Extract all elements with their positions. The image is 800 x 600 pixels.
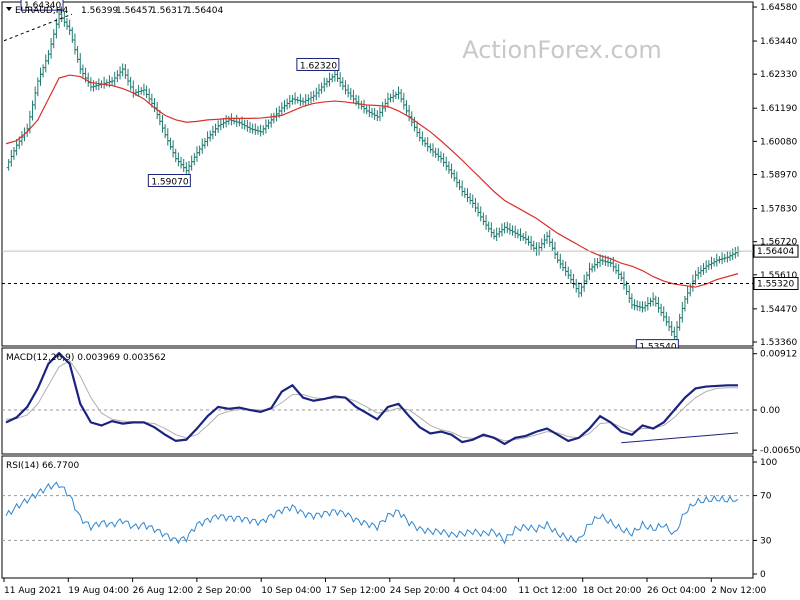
time-axis: 11 Aug 2021 19 Aug 04:00 26 Aug 12:00 2 Sep… (3, 578, 767, 596)
support-level-box (753, 276, 799, 290)
price-y-axis: 1.64580 1.63440 1.62330 1.61190 1.60080 1.589… (753, 3, 797, 348)
rsi-y-axis: 100 70 30 0 (753, 458, 777, 580)
price-y-tick-label: 1.60080 (760, 137, 797, 147)
price-panel-frame (1, 1, 754, 347)
price-y-tick-label: 1.57830 (760, 205, 797, 215)
macd-main-line (5, 351, 738, 446)
price-annotation-box (296, 57, 340, 71)
x-axis-tick-label: 17 Sep 12:00 (326, 586, 386, 596)
price-annotation-label: 1.64340 (24, 1, 61, 11)
rsi-lines (5, 481, 739, 545)
price-annotation-box (20, 0, 64, 11)
chart-header: EURAUD,H4 1.56399 1.56457 1.56317 1.5640… (6, 6, 223, 16)
price-annotation-label: 1.62320 (300, 61, 337, 71)
price-y-tick-label: 1.61190 (760, 104, 797, 114)
rsi-line (5, 481, 739, 545)
moving-average (5, 74, 739, 288)
price-y-tick-label: 1.56720 (760, 238, 797, 248)
rsi-y-tick-label: 100 (760, 458, 777, 468)
price-y-tick-label: 1.55610 (760, 271, 797, 281)
header-close: 1.56404 (186, 6, 223, 16)
x-axis-tick-label: 24 Sep 20:00 (390, 586, 450, 596)
price-annotation-box (147, 174, 191, 188)
header-high: 1.56457 (116, 6, 153, 16)
macd-trend-line (621, 432, 739, 444)
price-y-tick-label: 1.53360 (760, 338, 797, 348)
x-axis-tick-label: 2 Sep 20:00 (197, 586, 252, 596)
rsi-title: RSI(14) 66.7700 (6, 461, 79, 471)
macd-y-tick-label: -0.006506 (760, 446, 800, 456)
macd-panel-frame (1, 347, 754, 455)
x-axis-tick-label: 11 Oct 12:00 (518, 586, 577, 596)
macd-lines (5, 351, 739, 446)
x-axis-tick-label: 19 Aug 04:00 (68, 586, 129, 596)
macd-y-tick-label: 0.00 (760, 406, 780, 416)
current-price-box (753, 244, 799, 258)
header-low: 1.56317 (151, 6, 188, 16)
rsi-y-tick-label: 30 (760, 536, 772, 546)
symbol-triangle-icon (6, 7, 12, 11)
price-y-tick-label: 1.63440 (760, 37, 797, 47)
macd-y-axis: 0.00912 0.00 -0.006506 (753, 350, 800, 456)
x-axis-tick-label: 26 Aug 12:00 (133, 586, 194, 596)
price-y-tick-label: 1.58970 (760, 171, 797, 181)
price-y-tick-label: 1.62330 (760, 70, 797, 80)
peak-trend-line (3, 13, 73, 42)
rsi-y-tick-label: 0 (760, 570, 766, 580)
x-axis-tick-label: 18 Oct 20:00 (583, 586, 642, 596)
x-axis-tick-label: 26 Oct 04:00 (647, 586, 706, 596)
price-levels: 1.56404 1.55320 (2, 13, 799, 290)
price-annotation-label: 1.59070 (151, 178, 188, 188)
price-y-tick-label: 1.54470 (760, 305, 797, 315)
rsi-grid (2, 495, 753, 541)
support-level-label: 1.55320 (757, 279, 794, 289)
moving-average-line (5, 74, 739, 288)
rsi-panel-frame (1, 455, 754, 579)
x-axis-tick-label: 2 Nov 12:00 (711, 586, 766, 596)
macd-signal-line (5, 359, 738, 442)
x-axis-tick-label: 4 Oct 04:00 (454, 586, 507, 596)
header-open: 1.56399 (81, 6, 118, 16)
x-axis-tick-label: 10 Sep 04:00 (261, 586, 321, 596)
macd-title: MACD(12,26,9) 0.003969 0.003562 (6, 353, 166, 363)
x-axis-tick-label: 11 Aug 2021 (4, 586, 62, 596)
macd-y-tick-label: 0.00912 (760, 350, 797, 360)
watermark: ActionForex.com (462, 36, 662, 64)
current-price-label: 1.56404 (757, 247, 794, 257)
header-symbol: EURAUD,H4 (15, 6, 68, 16)
rsi-y-tick-label: 70 (760, 492, 772, 502)
price-y-tick-label: 1.64580 (760, 3, 797, 13)
